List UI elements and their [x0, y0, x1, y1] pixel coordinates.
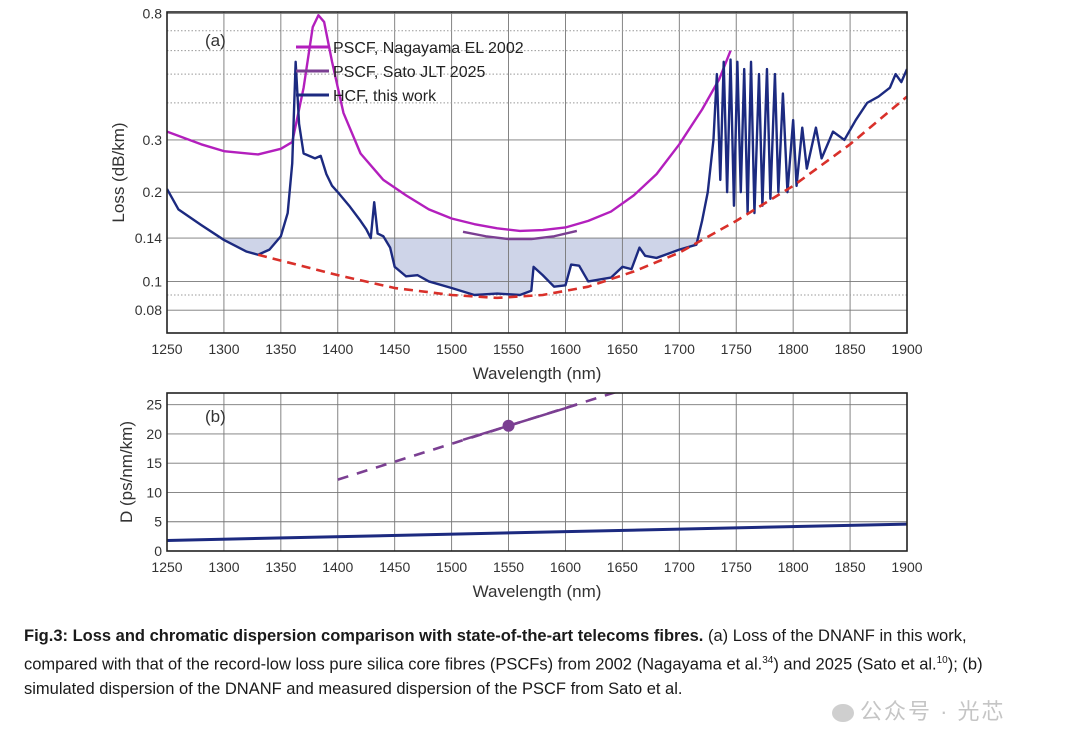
x-tick-label: 1750	[721, 341, 752, 357]
legend-entry: PSCF, Sato JLT 2025	[333, 64, 485, 81]
figure-caption: Fig.3: Loss and chromatic dispersion com…	[24, 624, 1034, 701]
x-tick-label: 1300	[208, 559, 239, 575]
panel-b: 1250 1300 1350 1400 1450 1500 1550 1600 1650 1700…	[117, 392, 923, 601]
series-line-fit	[257, 95, 907, 300]
data-point-marker	[502, 419, 515, 432]
y-tick-label: 0.08	[135, 302, 162, 318]
series-line-hcf-this-work-simulated-	[167, 522, 907, 542]
axes-frame	[166, 392, 908, 552]
y-tick-label: 0.1	[143, 273, 163, 289]
x-tick-label: 1700	[664, 559, 695, 575]
x-tick-label: 1800	[778, 341, 809, 357]
x-tick-label: 1650	[607, 559, 638, 575]
x-tick-label: 1700	[664, 341, 695, 357]
y-axis-title: Loss (dB/km)	[109, 122, 128, 222]
y-tick-label: 0.3	[143, 132, 163, 148]
y-tick-label: 0.8	[143, 6, 163, 22]
series-line-pscf-sato-measured-	[462, 403, 578, 441]
x-tick-label: 1350	[265, 341, 296, 357]
x-axis-title: Wavelength (nm)	[473, 364, 602, 383]
series-line-pscf-nagayama-el-2002	[167, 14, 732, 233]
caption-reference: 34	[762, 654, 774, 666]
y-axis-title: D (ps/nm/km)	[117, 421, 136, 523]
watermark-text: 公众号 · 光芯	[860, 699, 1006, 724]
legend-entry: HCF, this work	[333, 88, 437, 105]
x-tick-label: 1300	[208, 341, 239, 357]
caption-text: (a) Loss of the DNANF in this work, comp…	[24, 627, 967, 673]
y-tick-label: 25	[146, 397, 162, 413]
wechat-icon	[832, 704, 854, 723]
x-tick-label: 1450	[379, 559, 410, 575]
x-tick-label: 1500	[436, 559, 467, 575]
series-line-pscf-sato-jlt-2025	[462, 229, 578, 241]
x-tick-label: 1800	[778, 559, 809, 575]
caption-reference: 10	[936, 654, 948, 666]
panel-label: (b)	[205, 407, 226, 426]
figure: 1250 1300 1350 1400 1450 1500 1550 1600 1650 1700…	[109, 6, 923, 601]
x-tick-label: 1650	[607, 341, 638, 357]
x-tick-label: 1900	[891, 341, 922, 357]
y-tick-label: 0.2	[143, 184, 163, 200]
series-group	[167, 14, 907, 300]
y-tick-label: 15	[146, 455, 162, 471]
x-tick-label: 1250	[151, 559, 182, 575]
series-line-hcf-this-work	[167, 58, 907, 297]
y-tick-label: 0	[154, 543, 162, 559]
caption-title: Fig.3: Loss and chromatic dispersion com…	[24, 627, 704, 645]
x-tick-label: 1600	[550, 559, 581, 575]
y-tick-label: 20	[146, 426, 162, 442]
y-tick-label: 10	[146, 484, 162, 500]
axes-frame	[166, 11, 908, 334]
panel-a: 1250 1300 1350 1400 1450 1500 1550 1600 1650 1700…	[109, 6, 923, 383]
x-tick-label: 1900	[891, 559, 922, 575]
series-group	[167, 393, 907, 542]
x-tick-label: 1400	[322, 559, 353, 575]
x-tick-label: 1850	[834, 559, 865, 575]
x-tick-label: 1850	[834, 341, 865, 357]
x-tick-label: 1750	[721, 559, 752, 575]
x-tick-label: 1450	[379, 341, 410, 357]
shaded-loss-region	[223, 238, 700, 295]
watermark: 公众号 · 光芯	[832, 700, 1006, 724]
x-axis-title: Wavelength (nm)	[473, 582, 602, 601]
x-tick-label: 1550	[493, 559, 524, 575]
y-tick-label: 5	[154, 514, 162, 530]
legend-entry: PSCF, Nagayama EL 2002	[333, 40, 524, 57]
panel-label: (a)	[205, 31, 226, 50]
x-tick-label: 1500	[436, 341, 467, 357]
x-tick-label: 1350	[265, 559, 296, 575]
x-tick-label: 1600	[550, 341, 581, 357]
x-tick-label: 1400	[322, 341, 353, 357]
x-tick-label: 1550	[493, 341, 524, 357]
caption-text: ); (b) simulated dispersion of the DNANF…	[24, 655, 983, 698]
x-tick-label: 1250	[151, 341, 182, 357]
caption-text: ) and 2025 (Sato et al.	[773, 655, 937, 673]
y-tick-label: 0.14	[135, 230, 162, 246]
